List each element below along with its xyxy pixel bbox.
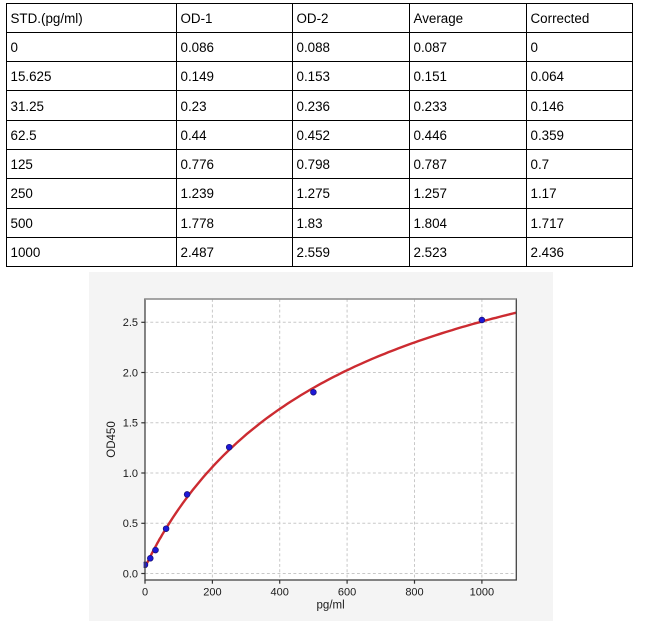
svg-text:600: 600 bbox=[338, 587, 356, 599]
svg-text:0.5: 0.5 bbox=[123, 518, 138, 530]
svg-text:400: 400 bbox=[271, 587, 289, 599]
svg-text:2.0: 2.0 bbox=[123, 367, 138, 379]
svg-text:200: 200 bbox=[203, 587, 221, 599]
svg-text:2.5: 2.5 bbox=[123, 317, 138, 329]
svg-text:1000: 1000 bbox=[470, 587, 494, 599]
svg-text:1.0: 1.0 bbox=[123, 468, 138, 480]
svg-text:800: 800 bbox=[405, 587, 423, 599]
svg-text:pg/ml: pg/ml bbox=[317, 600, 345, 612]
svg-text:0: 0 bbox=[142, 587, 148, 599]
svg-text:0.0: 0.0 bbox=[123, 568, 138, 580]
svg-text:1.5: 1.5 bbox=[123, 418, 138, 430]
svg-text:OD450: OD450 bbox=[106, 421, 118, 457]
